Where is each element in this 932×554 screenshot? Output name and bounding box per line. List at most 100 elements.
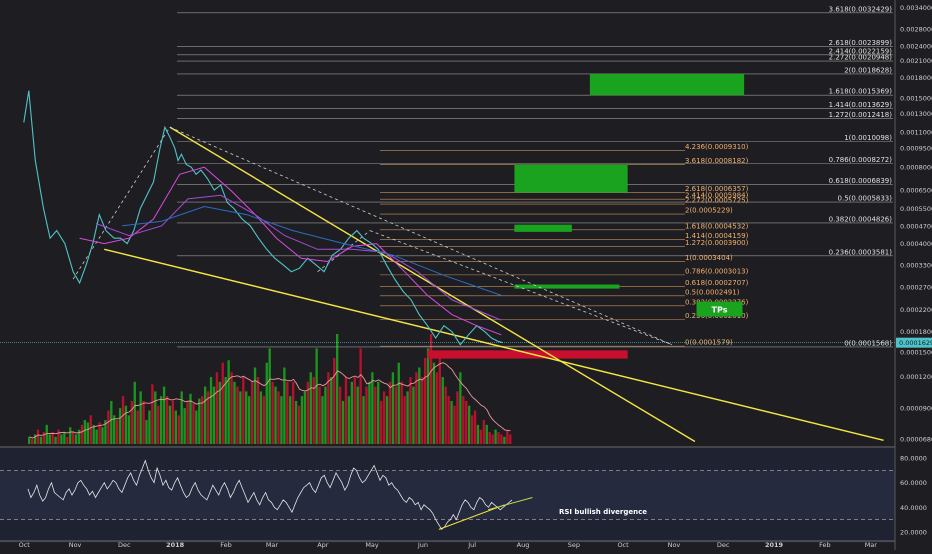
volume-bar xyxy=(201,396,204,444)
volume-bar xyxy=(406,391,409,444)
volume-bar xyxy=(330,377,333,444)
volume-bar xyxy=(174,410,177,444)
volume-bar xyxy=(485,424,488,444)
target-zone xyxy=(514,284,620,289)
volume-bar xyxy=(215,372,219,444)
rsi-axis-tick-label: 40.0000 xyxy=(900,504,927,512)
volume-bar xyxy=(294,400,298,444)
volume-bar xyxy=(412,386,415,444)
volume-bar xyxy=(435,372,439,444)
target-zone xyxy=(514,224,572,232)
volume-bar xyxy=(89,415,92,444)
price-axis-tick-label: 0.0006500 xyxy=(900,187,932,195)
volume-bar xyxy=(382,391,386,444)
volume-bar xyxy=(227,360,230,444)
price-axis-tick-label: 0.0021000 xyxy=(900,57,932,65)
volume-bar xyxy=(324,386,327,444)
volume-bar xyxy=(48,434,51,444)
fib-level-label: 0(0.0001568) xyxy=(844,339,892,347)
time-axis-tick-label: Nov xyxy=(668,541,681,549)
fib-level-label: 0.786(0.0008272) xyxy=(829,156,893,164)
volume-bar xyxy=(162,386,166,444)
volume-bar xyxy=(92,424,95,444)
volume-bar xyxy=(283,367,286,444)
target-zone xyxy=(589,73,745,96)
fib-level-label: 0.5(0.0002491) xyxy=(685,288,740,296)
volume-bar xyxy=(503,436,506,444)
current-price-label: 0.0001629 xyxy=(899,339,932,347)
volume-bar xyxy=(344,377,348,444)
volume-bar xyxy=(239,391,242,444)
volume-bar xyxy=(177,415,180,444)
time-axis-tick-label: Dec xyxy=(717,541,730,549)
volume-bar xyxy=(83,420,87,444)
volume-bar xyxy=(450,400,453,444)
time-axis-tick-label: Jun xyxy=(417,541,428,549)
price-axis-tick-label: 0.0008000 xyxy=(900,164,932,172)
volume-bar xyxy=(195,410,198,444)
volume-bar xyxy=(180,391,183,444)
dashed-trendline xyxy=(169,126,673,346)
volume-bar xyxy=(465,400,468,444)
fib-level-label: 2(0.0018628) xyxy=(844,66,892,74)
tps-label: TPs xyxy=(712,306,728,315)
volume-bar xyxy=(321,396,324,444)
volume-bar xyxy=(459,372,462,444)
rsi-divergence-label: RSI bullish divergence xyxy=(559,508,647,516)
volume-bar xyxy=(482,420,485,444)
volume-bar xyxy=(453,405,456,444)
fib-level-label: 2.272(0.0020948) xyxy=(829,54,893,62)
time-axis-tick-label: Apr xyxy=(317,541,329,549)
volume-bar xyxy=(491,434,494,444)
volume-bar xyxy=(209,377,213,444)
volume-bar xyxy=(315,348,318,444)
volume-bar xyxy=(192,403,195,444)
volume-bar xyxy=(136,410,139,444)
volume-bar xyxy=(403,396,406,444)
time-axis-tick-label: Feb xyxy=(220,541,232,549)
volume-bar xyxy=(473,410,477,444)
volume-bar xyxy=(327,372,330,444)
price-axis-tick-label: 0.0004000 xyxy=(900,240,932,248)
volume-bar xyxy=(160,396,163,444)
volume-bar xyxy=(400,381,403,444)
volume-bar xyxy=(312,377,315,444)
volume-bar xyxy=(233,381,236,444)
volume-bar xyxy=(165,396,169,444)
volume-bar xyxy=(397,362,400,444)
time-axis-tick-label: Oct xyxy=(19,541,31,549)
volume-bar xyxy=(133,381,136,444)
volume-bar xyxy=(289,396,292,444)
volume-bar xyxy=(198,398,201,444)
volume-bar xyxy=(101,427,104,444)
volume-bar xyxy=(362,396,365,444)
volume-bar xyxy=(268,348,271,444)
volume-bar xyxy=(415,372,418,444)
price-axis-tick-label: 0.0005500 xyxy=(900,205,932,213)
volume-bar xyxy=(441,377,444,444)
zones xyxy=(427,73,745,359)
fib-level-label: 2.618(0.0023899) xyxy=(829,39,893,47)
volume-bar xyxy=(30,439,34,444)
volume-bar xyxy=(157,405,160,444)
volume-bar xyxy=(224,377,227,444)
volume-bar xyxy=(107,410,110,444)
volume-bar xyxy=(391,372,395,444)
volume-bar xyxy=(333,357,336,444)
time-axis-tick-label: 2018 xyxy=(166,541,185,549)
fib-level-label: 3.618(0.0032429) xyxy=(829,5,893,13)
volume-bar xyxy=(124,405,128,444)
volume-bar xyxy=(300,396,304,444)
volume-bar xyxy=(142,400,145,444)
price-axis-tick-label: 0.0001200 xyxy=(900,373,932,381)
volume-bar xyxy=(286,381,289,444)
volume-bar xyxy=(262,396,265,444)
fib-level-label: 2.618(0.0006357) xyxy=(685,185,749,193)
dashed-trendline xyxy=(317,230,371,273)
price-axis-tick-label: 0.0015000 xyxy=(900,94,932,102)
volume-bar xyxy=(476,424,480,444)
fib-level-label: 0.786(0.0003013) xyxy=(685,267,749,275)
volume-bar xyxy=(426,348,430,444)
fib-level-label: 0.618(0.0002707) xyxy=(685,279,749,287)
